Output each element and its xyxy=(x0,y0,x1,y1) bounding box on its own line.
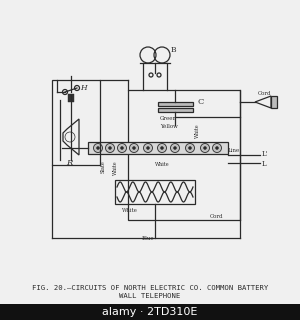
Bar xyxy=(0,304,300,320)
Text: White: White xyxy=(194,124,200,138)
Text: L: L xyxy=(262,160,267,168)
Circle shape xyxy=(170,143,179,153)
Text: B: B xyxy=(171,46,177,54)
Circle shape xyxy=(188,147,191,149)
Circle shape xyxy=(94,143,103,153)
Circle shape xyxy=(130,143,139,153)
Circle shape xyxy=(160,147,164,149)
Text: H: H xyxy=(80,84,87,92)
Circle shape xyxy=(203,147,206,149)
Circle shape xyxy=(185,143,194,153)
Bar xyxy=(158,102,193,106)
Text: R: R xyxy=(66,159,72,167)
Text: alamy · 2TD310E: alamy · 2TD310E xyxy=(102,307,198,317)
Circle shape xyxy=(158,143,166,153)
Bar xyxy=(128,90,240,220)
Bar xyxy=(271,96,277,108)
Circle shape xyxy=(109,147,112,149)
Bar xyxy=(115,180,195,204)
Text: White: White xyxy=(112,160,118,175)
Text: L': L' xyxy=(262,150,268,158)
Bar xyxy=(158,108,193,112)
Text: WALL TELEPHONE: WALL TELEPHONE xyxy=(119,293,181,299)
Circle shape xyxy=(133,147,136,149)
Circle shape xyxy=(173,147,176,149)
Text: FIG. 20.—CIRCUITS OF NORTH ELECTRIC CO. COMMON BATTERY: FIG. 20.—CIRCUITS OF NORTH ELECTRIC CO. … xyxy=(32,285,268,291)
Circle shape xyxy=(212,143,221,153)
Text: White: White xyxy=(155,162,169,167)
Circle shape xyxy=(97,147,100,149)
Circle shape xyxy=(215,147,218,149)
Bar xyxy=(68,94,74,102)
Bar xyxy=(52,80,100,165)
Text: Yellow: Yellow xyxy=(160,124,178,130)
Circle shape xyxy=(143,143,152,153)
Circle shape xyxy=(200,143,209,153)
Circle shape xyxy=(106,143,115,153)
Text: Green: Green xyxy=(160,116,177,122)
Text: C: C xyxy=(197,98,203,106)
Text: Line: Line xyxy=(228,148,240,153)
Circle shape xyxy=(121,147,124,149)
Circle shape xyxy=(118,143,127,153)
Circle shape xyxy=(146,147,149,149)
Bar xyxy=(88,142,228,154)
Text: White: White xyxy=(122,208,138,213)
Text: Blue: Blue xyxy=(142,236,154,241)
Text: Slate: Slate xyxy=(100,160,106,173)
Text: Cord: Cord xyxy=(258,91,272,96)
Text: Cord: Cord xyxy=(210,213,224,219)
